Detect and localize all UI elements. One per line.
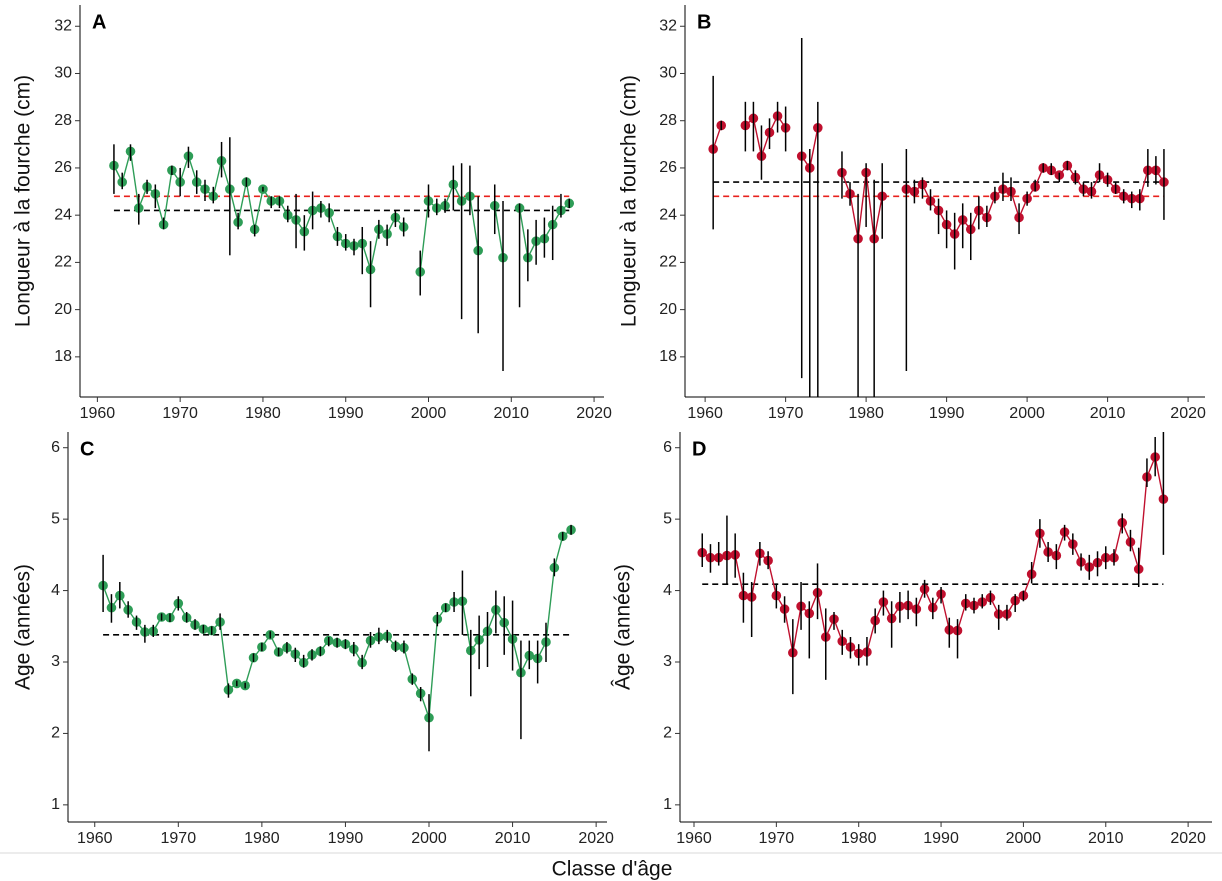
x-tick-label: 1990 (328, 405, 364, 422)
panel: 18 20 22 24 26 28 30 32 1960 1970 1980 1990 2000 2010… (618, 5, 1206, 422)
x-tick-label: 2010 (495, 830, 531, 847)
y-tick-label: 26 (659, 159, 677, 176)
y-tick-label: 5 (663, 510, 672, 527)
series-line (113, 151, 570, 273)
y-tick-label: 32 (54, 17, 72, 34)
panel-label: B (697, 11, 711, 33)
panel: 1 2 3 4 5 6 1960 1970 1980 1990 2000 2010 2020 Age (a… (12, 432, 614, 847)
x-tick-label: 1990 (328, 830, 364, 847)
x-tick-label: 2000 (411, 405, 447, 422)
x-tick-label: 2000 (1006, 830, 1042, 847)
x-tick-label: 1970 (759, 830, 795, 847)
x-tick-label: 1980 (244, 830, 280, 847)
y-tick-label: 5 (51, 510, 60, 527)
y-tick-label: 2 (51, 725, 60, 742)
plot-area (98, 524, 576, 752)
plot-area (708, 38, 1169, 397)
y-tick-label: 4 (51, 582, 60, 599)
x-tick-label: 1960 (77, 830, 113, 847)
panel-label: C (80, 438, 94, 460)
y-axis-title: Age (années) (12, 564, 35, 690)
y-tick-label: 24 (54, 206, 72, 223)
y-tick-label: 30 (54, 65, 72, 82)
x-tick-label: 2010 (1088, 830, 1124, 847)
x-tick-label: 2010 (1090, 405, 1126, 422)
y-tick-label: 6 (663, 439, 672, 456)
y-tick-label: 18 (659, 348, 677, 365)
x-tick-label: 2020 (1170, 830, 1206, 847)
x-tick-label: 2000 (1009, 405, 1045, 422)
y-tick-label: 22 (659, 254, 677, 271)
y-tick-label: 2 (663, 725, 672, 742)
y-tick-label: 3 (663, 653, 672, 670)
x-tick-label: 1960 (687, 405, 723, 422)
x-tick-label: 1970 (161, 830, 197, 847)
y-tick-label: 20 (54, 301, 72, 318)
y-tick-label: 1 (51, 796, 60, 813)
y-tick-label: 30 (659, 65, 677, 82)
y-tick-label: 20 (659, 301, 677, 318)
plot-area (697, 432, 1169, 695)
y-tick-label: 26 (54, 159, 72, 176)
y-tick-label: 32 (659, 17, 677, 34)
y-axis-title: Âge (années) (612, 564, 635, 690)
y-tick-label: 6 (51, 439, 60, 456)
x-tick-label: 1970 (162, 405, 198, 422)
y-tick-label: 24 (659, 206, 677, 223)
panel-label: A (92, 11, 106, 33)
x-tick-label: 2000 (411, 830, 447, 847)
y-tick-label: 1 (663, 796, 672, 813)
panel-label: D (692, 438, 706, 460)
plot-area (109, 137, 575, 372)
y-axis-title: Longueur à la fourche (cm) (618, 75, 641, 327)
y-tick-label: 28 (659, 112, 677, 129)
x-axis-title: Classe d'âge (552, 858, 673, 881)
y-tick-label: 4 (663, 582, 672, 599)
x-tick-label: 1990 (929, 405, 965, 422)
x-tick-label: 1960 (80, 405, 116, 422)
x-tick-label: 1980 (841, 830, 877, 847)
x-tick-label: 2020 (1170, 405, 1206, 422)
x-tick-label: 1980 (848, 405, 884, 422)
x-tick-label: 2020 (578, 830, 614, 847)
panel: 18 20 22 24 26 28 30 32 1960 1970 1980 1990 2000 2010… (12, 5, 612, 422)
y-tick-label: 18 (54, 348, 72, 365)
y-tick-label: 3 (51, 653, 60, 670)
x-tick-label: 2020 (576, 405, 612, 422)
x-tick-label: 1990 (923, 830, 959, 847)
x-tick-label: 1960 (676, 830, 712, 847)
y-tick-label: 28 (54, 112, 72, 129)
y-tick-label: 22 (54, 254, 72, 271)
x-tick-label: 2010 (493, 405, 529, 422)
x-tick-label: 1970 (768, 405, 804, 422)
y-axis-title: Longueur à la fourche (cm) (12, 75, 35, 327)
series-line (701, 454, 1165, 655)
x-tick-label: 1980 (245, 405, 281, 422)
panel: 1 2 3 4 5 6 1960 1970 1980 1990 2000 2010 2020 Âge (a… (612, 432, 1212, 847)
